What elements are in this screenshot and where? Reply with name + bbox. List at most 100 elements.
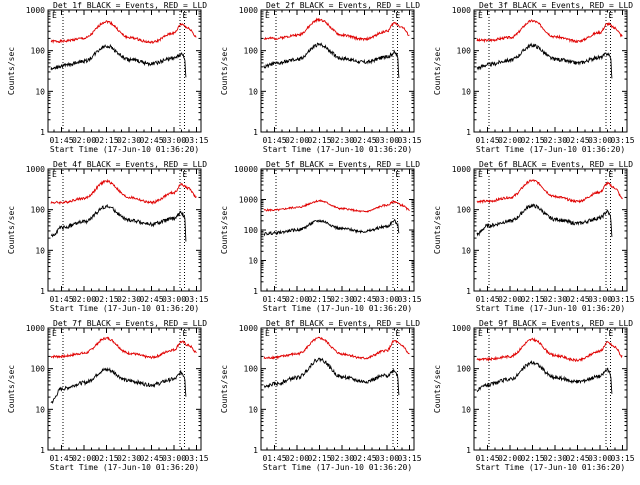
x-axis-label: Start Time (17-Jun-10 01:36:20) bbox=[263, 463, 412, 472]
x-tick-label: 03:00 bbox=[375, 136, 399, 145]
y-tick-label: 10 bbox=[248, 87, 258, 96]
lld-series-line bbox=[50, 20, 197, 44]
events-series-line bbox=[50, 204, 187, 242]
x-tick-label: 02:45 bbox=[139, 136, 163, 145]
x-tick-label: 02:00 bbox=[72, 454, 96, 463]
x-tick-label: 01:45 bbox=[475, 454, 499, 463]
x-axis-label: Start Time (17-Jun-10 01:36:20) bbox=[476, 145, 625, 154]
y-tick-label: 1 bbox=[253, 446, 258, 455]
marker-label: E bbox=[478, 329, 483, 338]
x-tick-label: 02:30 bbox=[543, 136, 567, 145]
x-tick-label: 01:45 bbox=[475, 136, 499, 145]
x-tick-label: 01:45 bbox=[49, 295, 73, 304]
y-tick-label: 100 bbox=[244, 47, 259, 56]
panel-title: Det 7f BLACK = Events, RED = LLD bbox=[53, 319, 207, 328]
x-tick-label: 03:00 bbox=[588, 136, 612, 145]
events-series-line bbox=[50, 366, 187, 404]
panel-det-9: Det 9f BLACK = Events, RED = LLD 1 10 100 10… bbox=[433, 319, 635, 472]
events-series-line bbox=[476, 359, 613, 394]
x-tick-label: 02:00 bbox=[285, 136, 309, 145]
panel-title: Det 8f BLACK = Events, RED = LLD bbox=[266, 319, 420, 328]
y-tick-label: 100 bbox=[244, 226, 259, 235]
x-axis-label: Start Time (17-Jun-10 01:36:20) bbox=[263, 304, 412, 313]
marker-label: E bbox=[396, 329, 401, 338]
y-tick-label: 10000 bbox=[234, 165, 258, 174]
x-tick-label: 03:15 bbox=[397, 454, 421, 463]
x-tick-label: 03:00 bbox=[588, 295, 612, 304]
y-tick-label: 10 bbox=[248, 405, 258, 414]
plot-frame bbox=[47, 327, 202, 451]
y-axis-label: Counts/sec bbox=[433, 206, 442, 254]
x-tick-label: 03:15 bbox=[397, 295, 421, 304]
y-tick-label: 1 bbox=[40, 287, 45, 296]
marker-label: E bbox=[52, 170, 57, 179]
y-tick-label: 100 bbox=[457, 47, 472, 56]
x-axis-label: Start Time (17-Jun-10 01:36:20) bbox=[50, 463, 199, 472]
lld-series-line bbox=[263, 199, 410, 213]
x-tick-label: 01:45 bbox=[262, 136, 286, 145]
y-tick-label: 10 bbox=[461, 405, 471, 414]
x-tick-label: 03:00 bbox=[588, 454, 612, 463]
x-tick-label: 02:15 bbox=[520, 295, 544, 304]
y-tick-label: 1000 bbox=[452, 324, 471, 333]
x-tick-label: 02:00 bbox=[285, 295, 309, 304]
y-tick-label: 1 bbox=[466, 287, 471, 296]
x-tick-label: 03:15 bbox=[184, 136, 208, 145]
y-tick-label: 10 bbox=[461, 87, 471, 96]
y-axis-label: Counts/sec bbox=[220, 365, 229, 413]
y-tick-label: 1 bbox=[40, 446, 45, 455]
x-tick-label: 02:45 bbox=[352, 454, 376, 463]
x-tick-label: 03:15 bbox=[610, 295, 634, 304]
x-tick-label: 02:15 bbox=[307, 136, 331, 145]
y-axis-label: Counts/sec bbox=[433, 365, 442, 413]
panel-det-6: Det 6f BLACK = Events, RED = LLD 1 10 100 10… bbox=[433, 160, 635, 313]
x-tick-label: 03:00 bbox=[375, 295, 399, 304]
marker-label: E bbox=[609, 329, 614, 338]
x-tick-label: 02:30 bbox=[117, 454, 141, 463]
x-tick-label: 02:30 bbox=[330, 454, 354, 463]
y-tick-label: 100 bbox=[457, 365, 472, 374]
x-tick-label: 01:45 bbox=[49, 136, 73, 145]
lld-series-line bbox=[50, 336, 197, 360]
panel-title: Det 6f BLACK = Events, RED = LLD bbox=[479, 160, 633, 169]
x-axis-label: Start Time (17-Jun-10 01:36:20) bbox=[50, 145, 199, 154]
x-tick-label: 02:45 bbox=[352, 295, 376, 304]
x-tick-label: 02:00 bbox=[72, 295, 96, 304]
plot-frame bbox=[473, 327, 628, 451]
x-tick-label: 02:15 bbox=[94, 136, 118, 145]
marker-label: E bbox=[52, 329, 57, 338]
x-tick-label: 02:15 bbox=[94, 295, 118, 304]
x-tick-label: 02:30 bbox=[330, 136, 354, 145]
y-tick-label: 100 bbox=[31, 206, 46, 215]
events-series-line bbox=[50, 43, 187, 78]
panel-title: Det 4f BLACK = Events, RED = LLD bbox=[53, 160, 207, 169]
x-tick-label: 03:15 bbox=[397, 136, 421, 145]
plot-frame bbox=[260, 168, 415, 292]
lld-series-line bbox=[263, 336, 410, 360]
y-tick-label: 1000 bbox=[26, 6, 45, 15]
y-tick-label: 1 bbox=[466, 128, 471, 137]
marker-label: E bbox=[183, 329, 188, 338]
x-tick-label: 03:00 bbox=[162, 454, 186, 463]
x-tick-label: 02:45 bbox=[565, 136, 589, 145]
events-series-line bbox=[476, 203, 613, 237]
x-tick-label: 02:30 bbox=[543, 454, 567, 463]
panel-title: Det 1f BLACK = Events, RED = LLD bbox=[53, 1, 207, 10]
plot-frame bbox=[47, 168, 202, 292]
x-tick-label: 02:15 bbox=[307, 454, 331, 463]
x-tick-label: 02:15 bbox=[520, 136, 544, 145]
y-axis-label: Counts/sec bbox=[7, 206, 16, 254]
panel-title: Det 3f BLACK = Events, RED = LLD bbox=[479, 1, 633, 10]
x-axis-label: Start Time (17-Jun-10 01:36:20) bbox=[263, 145, 412, 154]
panel-title: Det 5f BLACK = Events, RED = LLD bbox=[266, 160, 420, 169]
y-tick-label: 1 bbox=[253, 287, 258, 296]
y-tick-label: 1000 bbox=[452, 6, 471, 15]
x-tick-label: 03:15 bbox=[184, 295, 208, 304]
lld-series-line bbox=[476, 19, 623, 44]
y-tick-label: 10 bbox=[35, 87, 45, 96]
marker-label: E bbox=[265, 329, 270, 338]
y-axis-label: Counts/sec bbox=[7, 47, 16, 95]
x-axis-label: Start Time (17-Jun-10 01:36:20) bbox=[476, 304, 625, 313]
